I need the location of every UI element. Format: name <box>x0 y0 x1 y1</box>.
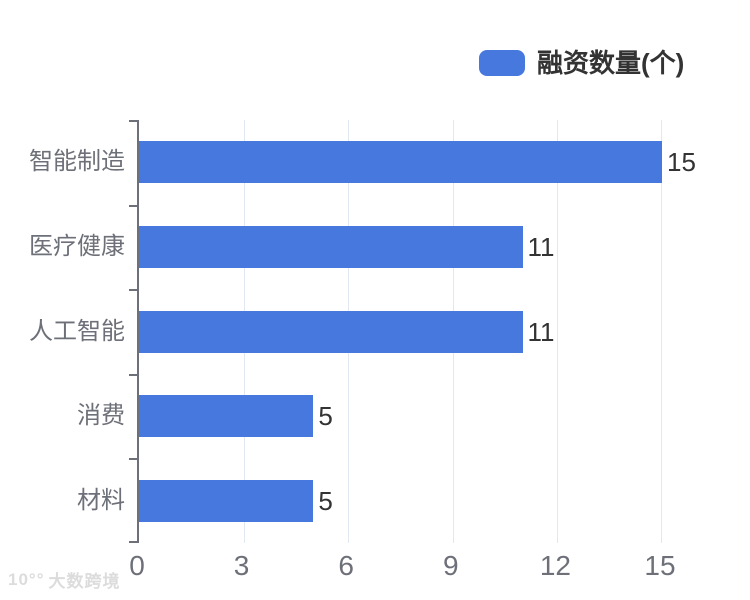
y-axis-tick <box>129 373 137 376</box>
bar-value-label: 11 <box>527 231 555 262</box>
bar[interactable] <box>139 141 662 184</box>
gridline <box>661 120 662 543</box>
legend[interactable]: 融资数量(个) <box>479 49 684 77</box>
bar[interactable] <box>139 310 523 353</box>
bar[interactable] <box>139 395 314 438</box>
watermark-text: 大数跨境 <box>48 572 121 591</box>
bar[interactable] <box>139 225 523 268</box>
y-axis-tick <box>129 458 137 461</box>
category-label: 消费 <box>77 402 125 430</box>
legend-label: 融资数量(个) <box>537 48 685 78</box>
bar-value-label: 5 <box>318 485 333 516</box>
category-axis-labels: 智能制造医疗健康人工智能消费材料 <box>0 120 125 543</box>
bar-value-label: 15 <box>667 147 696 178</box>
x-axis-tick-label: 15 <box>644 550 676 581</box>
category-label: 智能制造 <box>29 148 125 176</box>
category-label: 医疗健康 <box>29 232 125 260</box>
y-axis-tick <box>129 289 137 292</box>
bar-value-label: 11 <box>527 316 555 347</box>
bar-value-label: 5 <box>318 401 333 432</box>
category-label: 人工智能 <box>29 317 125 345</box>
x-axis-tick-label: 6 <box>338 550 354 581</box>
watermark: 10°° 大数跨境 <box>8 567 121 592</box>
plot-area: 15 11 11 5 5 <box>129 120 696 543</box>
x-axis-tick-label: 3 <box>233 550 250 581</box>
watermark-logo-icon: 10°° <box>8 569 45 589</box>
bar[interactable] <box>139 479 314 522</box>
legend-swatch-icon <box>479 50 525 76</box>
y-axis-tick <box>129 120 137 122</box>
category-label: 材料 <box>77 486 125 514</box>
y-axis-tick <box>129 541 137 543</box>
y-axis-tick <box>129 204 137 207</box>
gridline <box>557 120 559 543</box>
x-axis-tick-label: 0 <box>129 550 145 581</box>
x-axis-tick-label: 12 <box>539 550 571 581</box>
x-axis-tick-label: 9 <box>443 550 459 581</box>
